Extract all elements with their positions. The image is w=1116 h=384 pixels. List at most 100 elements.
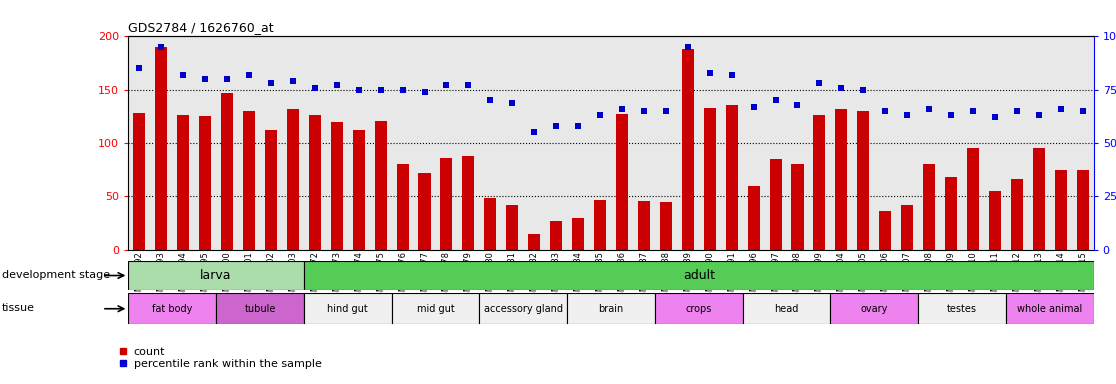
Point [306,84,324,91]
Point [591,112,609,118]
Bar [748,186,760,250]
Point [218,76,235,82]
Bar [199,116,211,250]
Bar [573,218,584,250]
Text: mid gut: mid gut [416,304,454,314]
Bar [830,293,918,324]
Point [569,123,587,129]
Bar [791,164,804,250]
Point [131,65,148,71]
Point [657,108,675,114]
Bar [682,49,694,250]
Bar [304,261,1094,290]
Point [240,72,258,78]
Point [789,102,807,108]
Bar [879,211,892,250]
Point [942,112,960,118]
Point [767,98,785,104]
Bar [660,202,672,250]
Point [372,87,389,93]
Bar [901,205,913,250]
Point [547,123,565,129]
Text: crops: crops [685,304,712,314]
Bar [616,114,628,250]
Point [701,70,719,76]
Bar [330,122,343,250]
Point [635,108,653,114]
Bar [1011,179,1023,250]
Bar [128,293,217,324]
Text: tissue: tissue [2,303,36,313]
Bar [704,108,715,250]
Bar [396,164,408,250]
Point [855,87,873,93]
Bar [309,115,321,250]
Point [921,106,939,112]
Bar [550,221,562,250]
Point [613,106,631,112]
Bar [594,200,606,250]
Bar [836,109,847,250]
Text: larva: larva [201,269,232,282]
Text: head: head [775,304,799,314]
Point [394,87,412,93]
Bar [989,191,1001,250]
Bar [243,111,256,250]
Bar [655,293,742,324]
Bar [638,200,650,250]
Point [723,72,741,78]
Bar [128,261,304,290]
Point [1008,108,1026,114]
Point [1074,108,1091,114]
Point [415,89,433,95]
Point [744,104,762,110]
Point [810,80,828,86]
Point [876,108,894,114]
Point [196,76,214,82]
Bar [1032,148,1045,250]
Bar [567,293,655,324]
Bar [857,111,869,250]
Bar [814,115,826,250]
Point [174,72,192,78]
Text: whole animal: whole animal [1017,304,1083,314]
Legend: count, percentile rank within the sample: count, percentile rank within the sample [117,347,321,369]
Point [964,108,982,114]
Point [152,44,170,50]
Bar [1006,293,1094,324]
Bar [725,105,738,250]
Text: accessory gland: accessory gland [483,304,562,314]
Point [481,98,499,104]
Bar [133,113,145,250]
Point [833,84,850,91]
Bar [484,199,497,250]
Point [437,83,455,89]
Bar [1077,170,1089,250]
Bar [287,109,299,250]
Bar [441,158,452,250]
Bar [507,205,518,250]
Point [349,87,367,93]
Text: testes: testes [947,304,976,314]
Point [526,129,543,136]
Bar [742,293,830,324]
Point [898,112,916,118]
Bar [155,47,167,250]
Bar [1055,170,1067,250]
Bar [304,293,392,324]
Bar [462,156,474,250]
Text: brain: brain [598,304,624,314]
Point [1052,106,1070,112]
Point [328,83,346,89]
Point [1030,112,1048,118]
Point [503,99,521,106]
Bar [217,293,304,324]
Bar [966,148,979,250]
Bar [177,115,190,250]
Text: development stage: development stage [2,270,110,280]
Text: hind gut: hind gut [327,304,368,314]
Point [460,83,478,89]
Point [679,44,696,50]
Point [262,80,280,86]
Bar [392,293,480,324]
